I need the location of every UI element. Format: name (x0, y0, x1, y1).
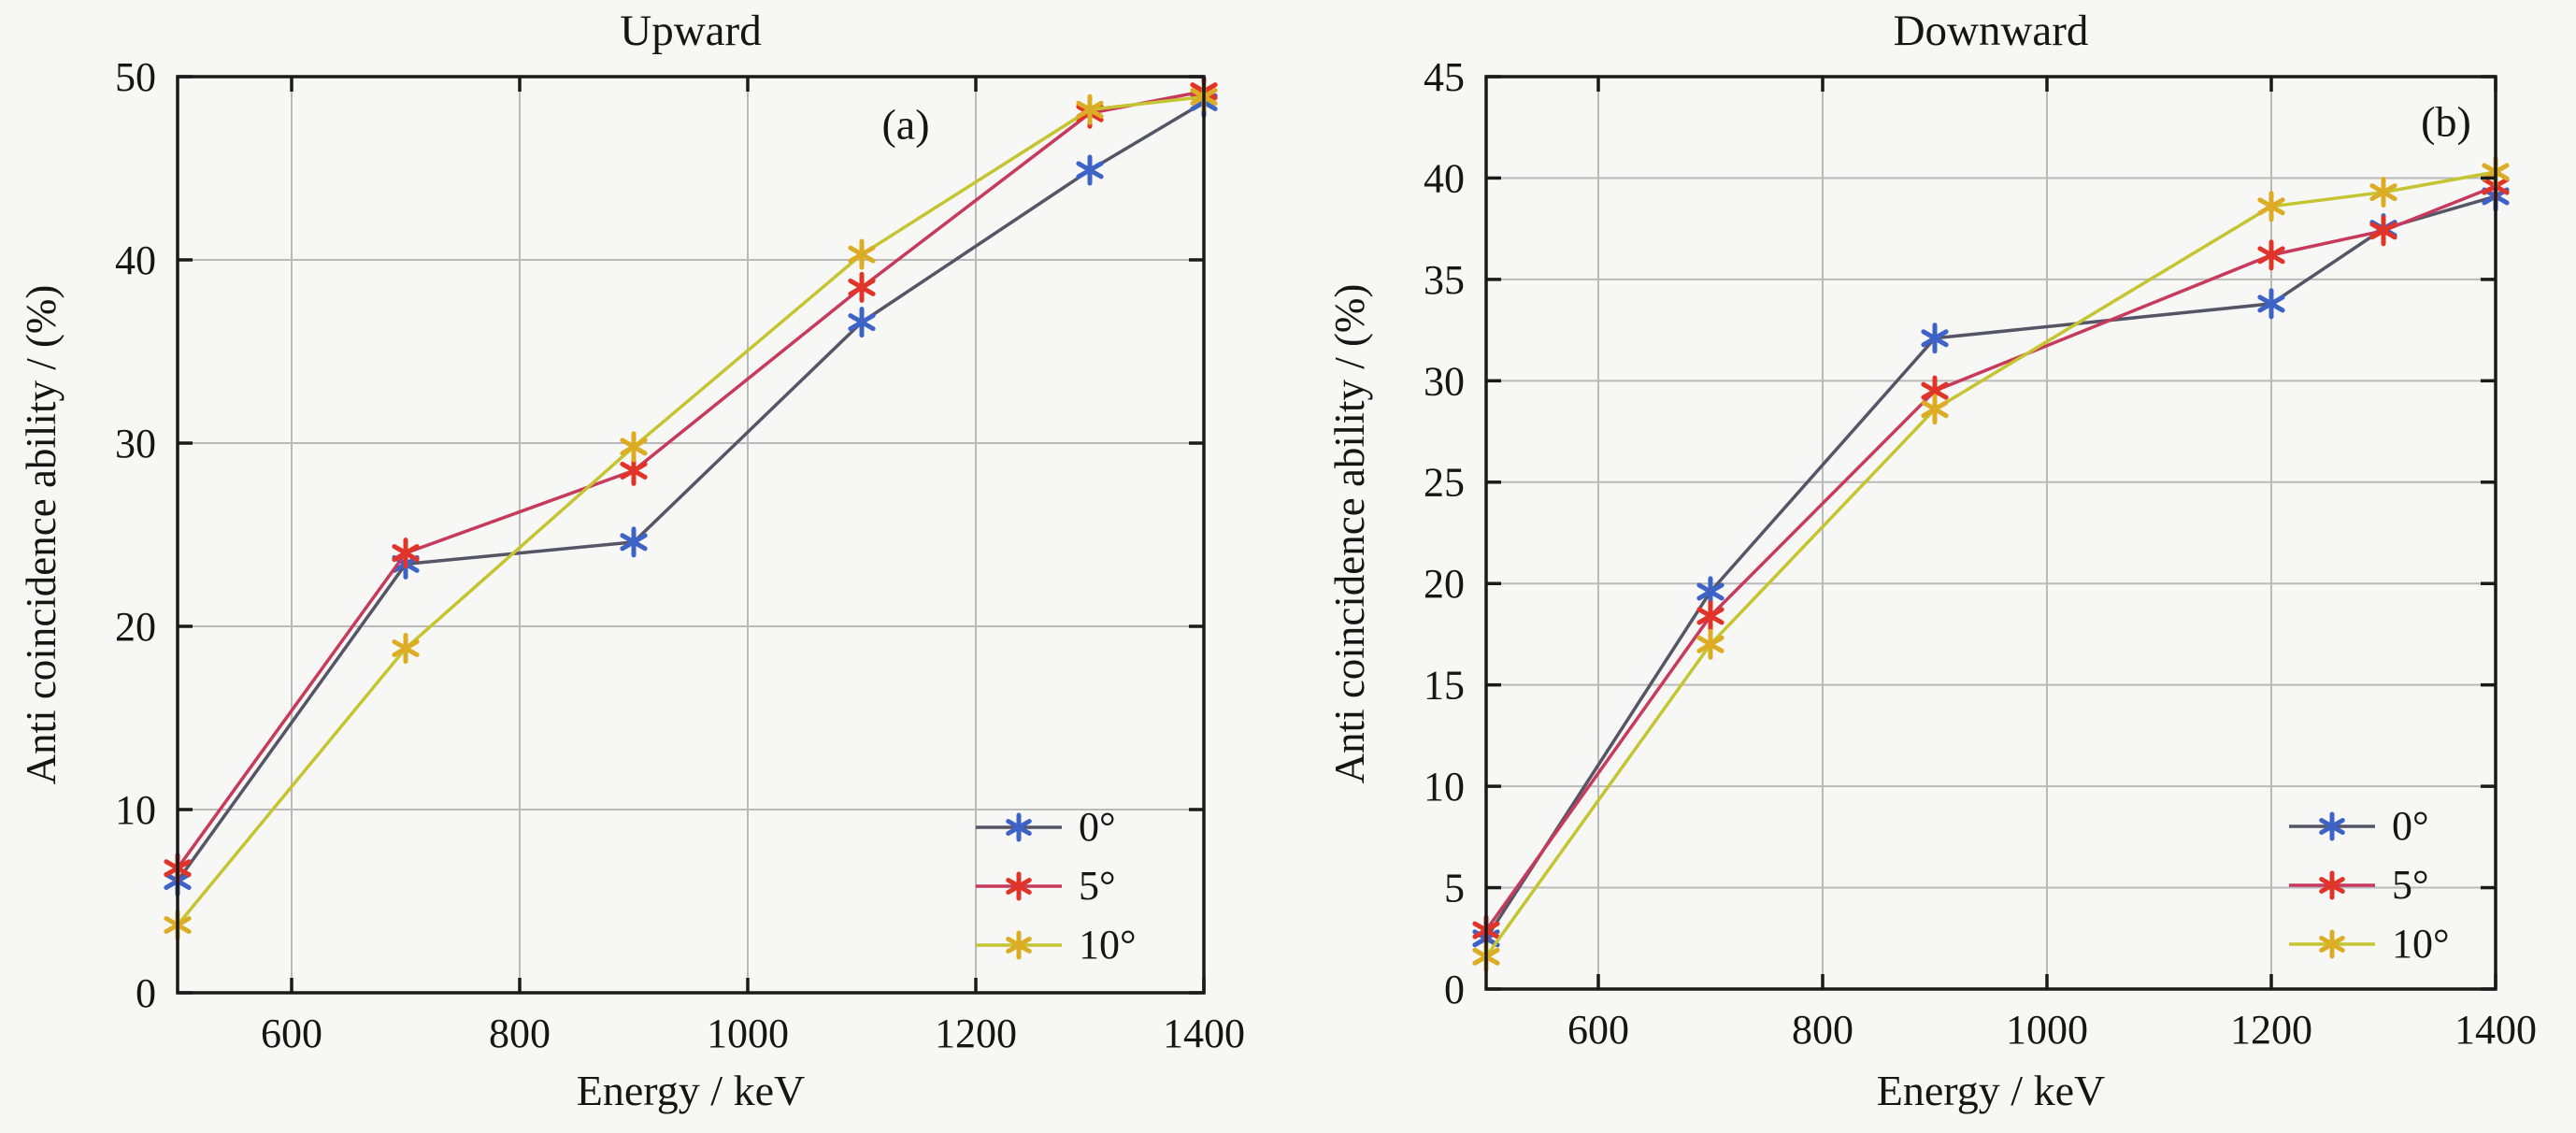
legend-label-0deg: 0° (1079, 804, 1116, 850)
svg-text:35: 35 (1424, 257, 1465, 303)
legend-swatch-10deg-icon (976, 930, 1062, 960)
svg-text:800: 800 (489, 1011, 551, 1056)
legend-item-10deg: 10° (974, 922, 1137, 968)
panel-annotation-b: (b) (2421, 97, 2471, 146)
legend-label-0deg: 0° (2392, 803, 2429, 849)
legend-swatch-0deg-icon (2289, 811, 2375, 841)
legend-item-0deg: 0° (974, 804, 1137, 850)
legend-downward: 0° 5° (2287, 803, 2450, 967)
svg-text:10: 10 (115, 787, 156, 833)
legend-swatch-5deg-icon (2289, 870, 2375, 900)
legend-item-5deg: 5° (2287, 862, 2450, 908)
legend-item-10deg: 10° (2287, 921, 2450, 967)
legend-item-0deg: 0° (2287, 803, 2450, 849)
svg-text:600: 600 (1567, 1007, 1629, 1053)
svg-text:0: 0 (1444, 967, 1465, 1012)
y-axis-label-upward: Anti coincidence ability / (%) (18, 284, 64, 785)
legend-label-10deg: 10° (1079, 922, 1137, 968)
legend-swatch-5deg-icon (976, 871, 1062, 901)
chart-a: 600 800 1000 1200 1400 0 10 20 30 40 50 (115, 54, 1245, 1056)
svg-text:1000: 1000 (2006, 1007, 2088, 1053)
svg-text:1400: 1400 (1163, 1011, 1245, 1056)
chart-b: 600 800 1000 1200 1400 0 5 10 15 20 25 30 35 40 45 (1424, 54, 2537, 1053)
legend-label-5deg: 5° (1079, 863, 1116, 909)
panel-downward: 600 800 1000 1200 1400 0 5 10 15 20 25 30 35 40 45 Dow… (1288, 0, 2576, 1133)
legend-swatch-10deg-icon (2289, 929, 2375, 959)
svg-text:40: 40 (1424, 155, 1465, 201)
svg-text:0: 0 (136, 970, 156, 1016)
svg-text:30: 30 (1424, 358, 1465, 404)
x-axis-label-upward: Energy / keV (576, 1067, 806, 1114)
legend-label-10deg: 10° (2392, 921, 2450, 967)
svg-text:50: 50 (115, 54, 156, 100)
legend-swatch-0deg-icon (976, 812, 1062, 842)
svg-text:5: 5 (1444, 866, 1465, 911)
panel-annotation-a: (a) (881, 100, 930, 149)
panel-title-upward: Upward (620, 7, 762, 55)
legend-item-5deg: 5° (974, 863, 1137, 909)
y-axis-label-downward: Anti coincidence ability / (%) (1326, 283, 1373, 784)
svg-text:10: 10 (1424, 764, 1465, 810)
legend-upward: 0° 5° (974, 804, 1137, 968)
panel-title-downward: Downward (1893, 7, 2089, 55)
svg-text:15: 15 (1424, 663, 1465, 709)
svg-text:30: 30 (115, 421, 156, 466)
panel-upward: 600 800 1000 1200 1400 0 10 20 30 40 50 Upward (a)… (18, 7, 1245, 1114)
svg-text:1200: 1200 (935, 1011, 1017, 1056)
svg-text:600: 600 (261, 1011, 322, 1056)
svg-text:1400: 1400 (2454, 1007, 2537, 1053)
svg-text:1000: 1000 (707, 1011, 789, 1056)
svg-text:20: 20 (1424, 561, 1465, 607)
legend-label-5deg: 5° (2392, 862, 2429, 908)
svg-text:1200: 1200 (2230, 1007, 2312, 1053)
x-axis-label-downward: Energy / keV (1876, 1067, 2106, 1114)
svg-text:800: 800 (1792, 1007, 1853, 1053)
svg-text:25: 25 (1424, 460, 1465, 506)
svg-text:40: 40 (115, 237, 156, 283)
svg-text:20: 20 (115, 604, 156, 650)
svg-text:45: 45 (1424, 54, 1465, 100)
